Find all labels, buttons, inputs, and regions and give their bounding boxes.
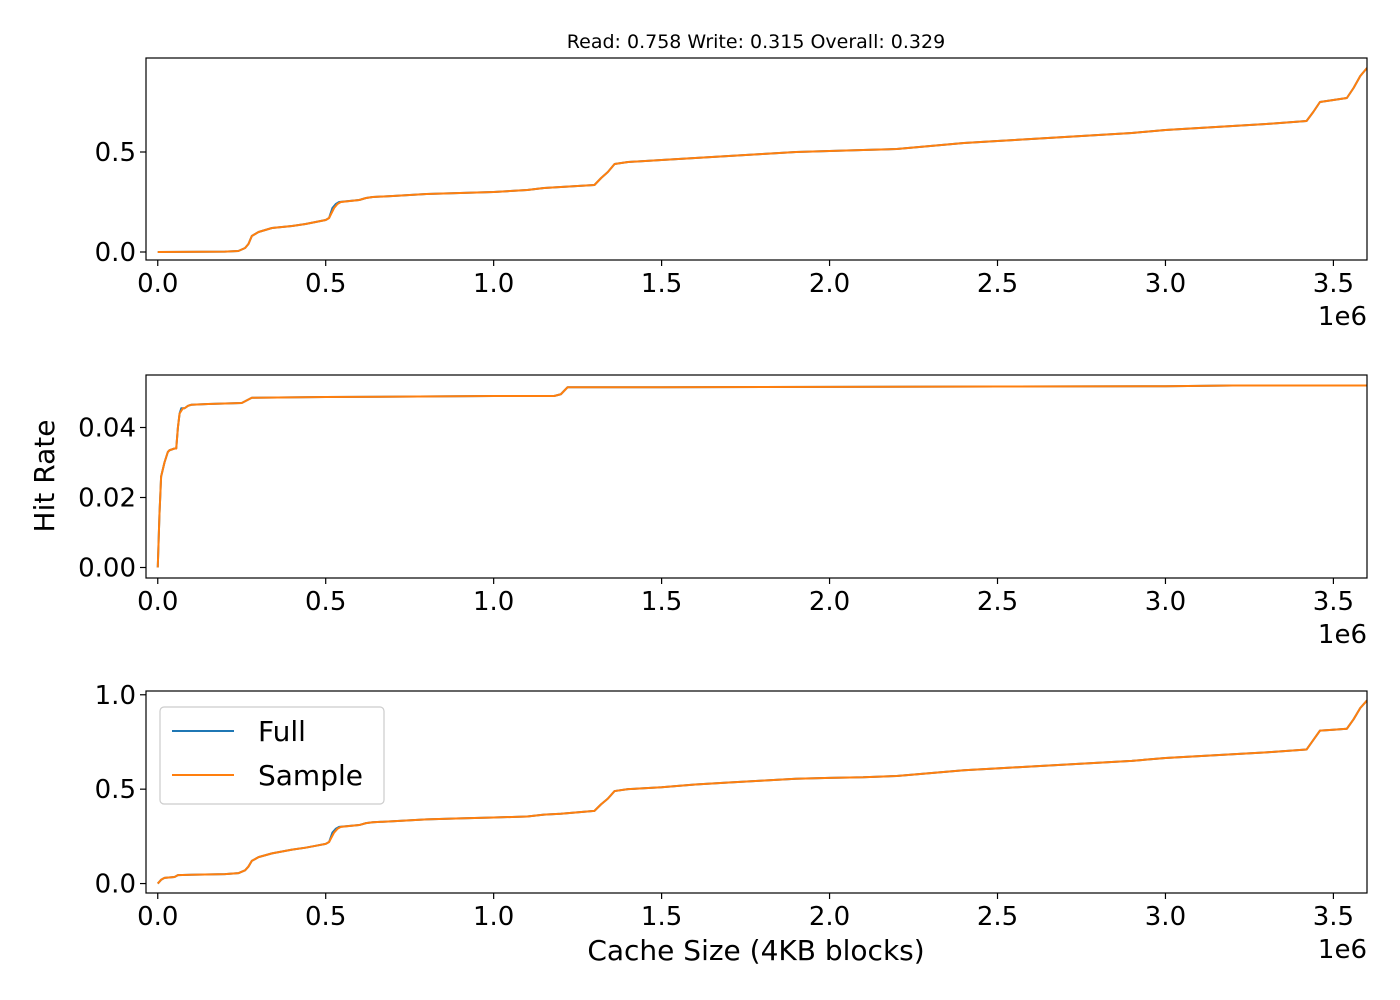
- x-tick-label: 2.0: [809, 269, 850, 299]
- x-offset-label: 1e6: [1318, 935, 1367, 965]
- x-tick-label: 2.0: [809, 587, 850, 617]
- legend-label-full: Full: [258, 715, 306, 748]
- legend: Full Sample: [159, 706, 385, 805]
- y-tick-label: 0.00: [78, 554, 136, 584]
- series-line-sample: [157, 699, 1367, 885]
- x-tick-label: 2.5: [977, 269, 1018, 299]
- y-tick-label: 0.04: [78, 414, 136, 444]
- y-tick-label: 1.0: [95, 681, 136, 711]
- x-tick-label: 0.0: [137, 587, 178, 617]
- y-tick-label: 0.0: [95, 870, 136, 900]
- y-tick-label: 0.5: [95, 138, 136, 168]
- y-tick-label: 0.5: [95, 775, 136, 805]
- series-line-sample: [157, 67, 1367, 253]
- x-tick-label: 0.0: [137, 902, 178, 932]
- x-tick-label: 0.0: [137, 269, 178, 299]
- x-tick-label: 1.5: [641, 587, 682, 617]
- x-tick-label: 1.5: [641, 902, 682, 932]
- y-axis-label: Hit Rate: [28, 420, 61, 533]
- axes-frame: [145, 690, 1368, 894]
- x-offset-label: 1e6: [1318, 302, 1367, 332]
- series-line-full: [156, 384, 1367, 568]
- x-tick-label: 3.0: [1145, 587, 1186, 617]
- x-tick-label: 3.5: [1313, 587, 1354, 617]
- series-line-full: [157, 67, 1367, 253]
- panels: 0.0 0.5 1.0 1.5 2.0 2.5 3.0 3.5 0.0 0.5 1e6 0.0 0.5 1…: [78, 57, 1368, 965]
- y-tick-label: 0.02: [78, 484, 136, 514]
- x-tick-label: 2.0: [809, 902, 850, 932]
- x-tick-label: 3.5: [1313, 269, 1354, 299]
- series-line-sample: [156, 384, 1367, 568]
- x-tick-label: 0.5: [305, 269, 346, 299]
- legend-label-sample: Sample: [258, 759, 363, 792]
- x-axis-label: Cache Size (4KB blocks): [587, 934, 924, 967]
- y-tick-label: 0.0: [95, 238, 136, 268]
- x-tick-label: 1.0: [473, 269, 514, 299]
- x-offset-label: 1e6: [1318, 620, 1367, 650]
- x-tick-label: 0.5: [305, 587, 346, 617]
- x-tick-label: 1.0: [473, 902, 514, 932]
- x-tick-label: 3.0: [1145, 269, 1186, 299]
- x-tick-label: 2.5: [977, 902, 1018, 932]
- chart-panel-3: 0.0 0.5 1.0 1.5 2.0 2.5 3.0 3.5 0.0 0.5 1.0 1e6: [95, 681, 1368, 965]
- x-tick-label: 3.5: [1313, 902, 1354, 932]
- axes-frame: [145, 57, 1368, 261]
- x-tick-label: 2.5: [977, 587, 1018, 617]
- x-tick-label: 1.0: [473, 587, 514, 617]
- axes-frame: [145, 374, 1368, 579]
- chart-title: Read: 0.758 Write: 0.315 Overall: 0.329: [567, 31, 945, 53]
- x-tick-label: 3.0: [1145, 902, 1186, 932]
- x-tick-label: 1.5: [641, 269, 682, 299]
- chart-panel-2: 0.0 0.5 1.0 1.5 2.0 2.5 3.0 3.5 0.00 0.02 0.04 1e6: [78, 374, 1368, 650]
- chart-panel-1: 0.0 0.5 1.0 1.5 2.0 2.5 3.0 3.5 0.0 0.5 1e6: [95, 57, 1368, 332]
- x-tick-label: 0.5: [305, 902, 346, 932]
